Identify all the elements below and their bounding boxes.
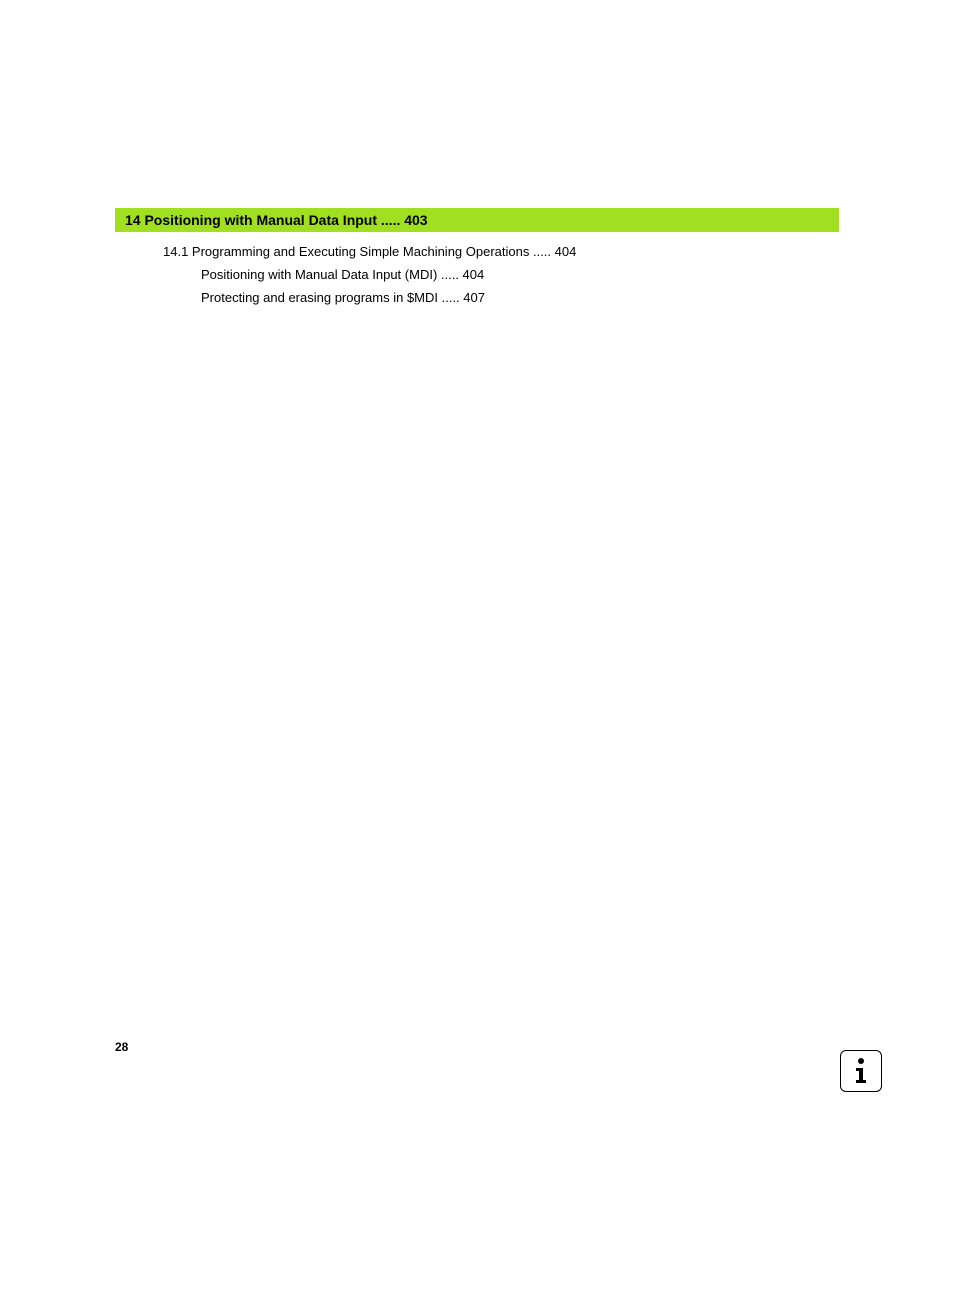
page-number: 28	[115, 1040, 128, 1054]
info-icon-box	[840, 1050, 882, 1092]
toc-item: Positioning with Manual Data Input (MDI)…	[163, 265, 839, 286]
toc-item: Protecting and erasing programs in $MDI …	[163, 288, 839, 309]
toc-item: 14.1 Programming and Executing Simple Ma…	[163, 242, 839, 263]
info-icon	[851, 1057, 871, 1085]
page-content: 14 Positioning with Manual Data Input ..…	[115, 208, 839, 310]
section-header: 14 Positioning with Manual Data Input ..…	[115, 208, 839, 232]
toc-list: 14.1 Programming and Executing Simple Ma…	[115, 242, 839, 308]
